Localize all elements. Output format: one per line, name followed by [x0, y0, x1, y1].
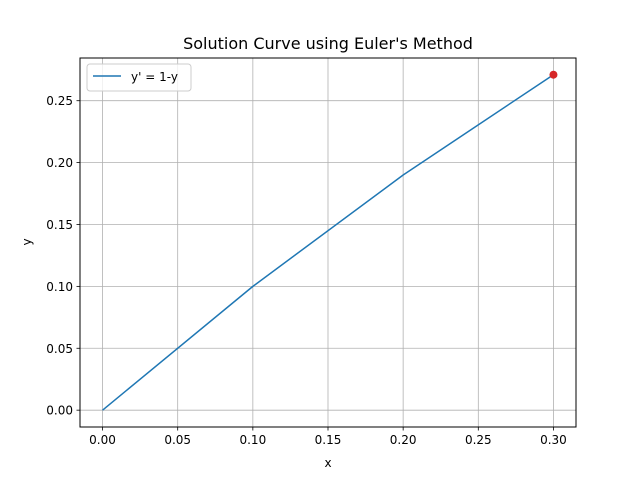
x-tick-label: 0.10	[239, 433, 266, 447]
y-axis-label: y	[20, 238, 34, 245]
highlight-point	[549, 70, 558, 79]
y-tick-label: 0.00	[46, 404, 73, 418]
legend-box	[86, 63, 192, 92]
x-tick-label: 0.15	[315, 433, 342, 447]
axis-ticks: 0.00 0.05 0.10 0.15 0.20 0.25 0.30 0.00 0.05 0.10…	[46, 94, 567, 447]
y-tick-label: 0.25	[46, 94, 73, 108]
plot-data	[102, 70, 558, 411]
legend: y' = 1-y	[86, 63, 192, 92]
x-tick-label: 0.25	[465, 433, 492, 447]
chart-title: Solution Curve using Euler's Method	[183, 34, 473, 53]
x-tick-label: 0.30	[540, 433, 567, 447]
grid-lines	[80, 58, 576, 427]
y-tick-label: 0.20	[46, 156, 73, 170]
x-tick-label: 0.05	[164, 433, 191, 447]
x-axis-label: x	[324, 456, 331, 470]
y-tick-label: 0.10	[46, 280, 73, 294]
series-line	[102, 74, 554, 411]
y-tick-label: 0.05	[46, 342, 73, 356]
y-tick-label: 0.15	[46, 218, 73, 232]
x-tick-label: 0.00	[89, 433, 116, 447]
legend-label: y' = 1-y	[131, 70, 178, 84]
x-tick-label: 0.20	[390, 433, 417, 447]
